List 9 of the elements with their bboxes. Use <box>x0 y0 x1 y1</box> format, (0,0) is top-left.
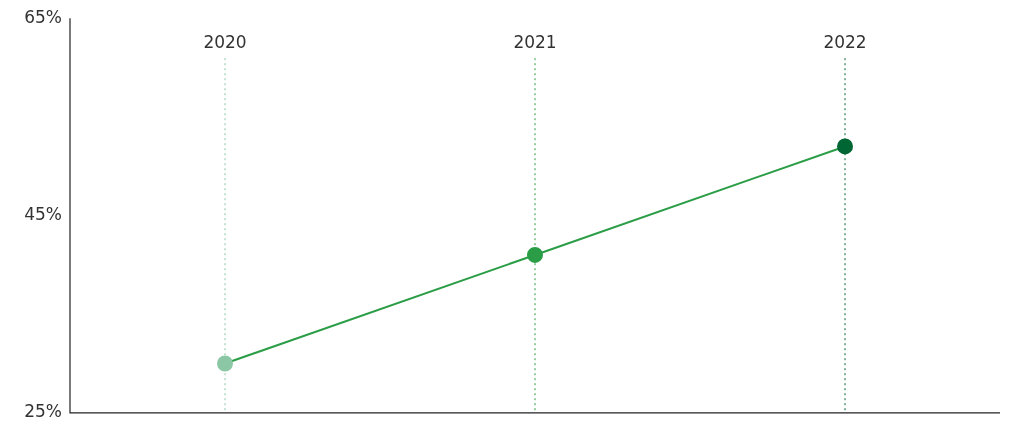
point <box>837 138 853 155</box>
y-tick-label: 65% <box>24 6 62 27</box>
x-tick-label: 2020 <box>203 31 247 52</box>
point <box>527 246 543 263</box>
y-tick-label: 25% <box>24 401 62 422</box>
y-tick-label: 45% <box>24 203 62 224</box>
x-tick-label: 2021 <box>513 31 557 52</box>
x-tick-label: 2022 <box>823 31 867 52</box>
point <box>217 355 233 372</box>
